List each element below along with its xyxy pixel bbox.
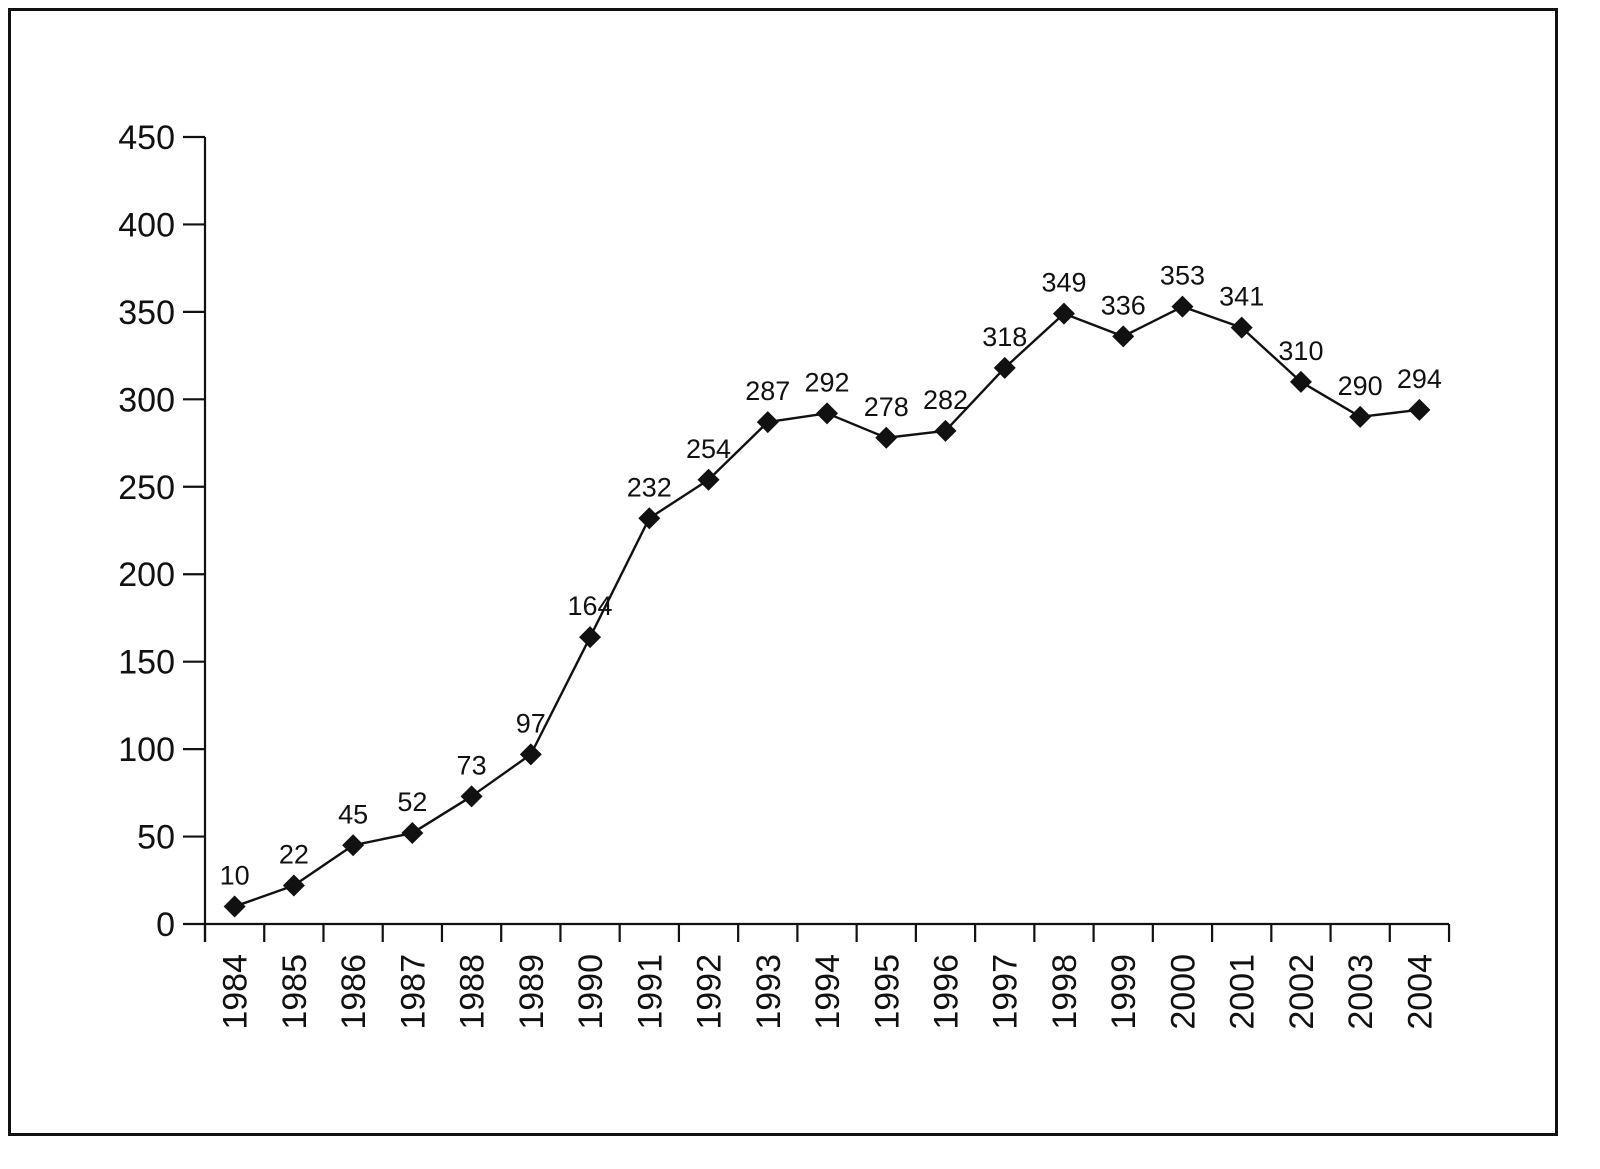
y-tick-label: 150 — [118, 644, 175, 682]
data-labels: 10 22 45 52 73 97 164 232 254 287 292 278 282 318 349 3… — [220, 261, 1442, 891]
x-tick-label: 2002 — [1283, 954, 1321, 1030]
data-label: 278 — [864, 392, 909, 422]
data-point-marker — [993, 356, 1016, 379]
data-point-marker — [1349, 405, 1372, 428]
data-point-marker — [282, 874, 305, 897]
y-tick-label: 450 — [118, 119, 175, 157]
data-label: 318 — [982, 322, 1027, 352]
line-chart: 0 50 100 150 200 250 300 350 400 450 1984 1985 1986 1… — [118, 119, 1451, 1030]
data-point-marker — [1408, 398, 1431, 421]
data-label: 164 — [568, 591, 613, 621]
y-tick-label: 50 — [137, 819, 175, 857]
x-tick-label: 2001 — [1224, 954, 1262, 1030]
data-point-marker — [342, 834, 365, 857]
data-point-marker — [816, 402, 839, 425]
x-tick-label: 2000 — [1164, 954, 1202, 1030]
y-tick-label: 300 — [118, 381, 175, 419]
data-point-marker — [401, 822, 424, 845]
data-label: 310 — [1278, 336, 1323, 366]
y-tick-label: 100 — [118, 731, 175, 769]
x-tick-label: 1987 — [394, 954, 432, 1030]
y-tick-label: 200 — [118, 556, 175, 594]
data-label: 10 — [220, 861, 250, 891]
y-tick-label: 250 — [118, 469, 175, 507]
data-label: 254 — [686, 434, 731, 464]
data-label: 22 — [279, 840, 309, 870]
data-point-marker — [1289, 370, 1312, 393]
data-point-marker — [1112, 325, 1135, 348]
x-tick-label: 1995 — [868, 954, 906, 1030]
x-tick-label: 1986 — [335, 954, 373, 1030]
data-point-marker — [934, 419, 957, 442]
chart-frame: 0 50 100 150 200 250 300 350 400 450 1984 1985 1986 1… — [8, 8, 1558, 1136]
data-point-marker — [638, 507, 661, 530]
x-tick-label: 2003 — [1342, 954, 1380, 1030]
data-point-marker — [1052, 302, 1075, 325]
data-label: 52 — [397, 787, 427, 817]
data-point-marker — [460, 785, 483, 808]
x-tick-label: 1988 — [454, 954, 492, 1030]
axes: 0 50 100 150 200 250 300 350 400 450 1984 1985 1986 1… — [118, 119, 1451, 1030]
data-label: 232 — [627, 472, 672, 502]
data-markers — [223, 295, 1431, 918]
data-label: 341 — [1219, 282, 1264, 312]
x-tick-label: 1989 — [513, 954, 551, 1030]
data-label: 73 — [457, 750, 487, 780]
x-tick-label: 1984 — [217, 954, 255, 1030]
data-point-marker — [579, 626, 602, 649]
data-point-marker — [875, 426, 898, 449]
data-label: 353 — [1160, 261, 1205, 291]
x-tick-label: 1985 — [276, 954, 314, 1030]
data-label: 290 — [1338, 371, 1383, 401]
y-tick-label: 400 — [118, 206, 175, 244]
data-point-marker — [756, 411, 779, 434]
data-point-marker — [1230, 316, 1253, 339]
x-tick-label: 1991 — [631, 954, 669, 1030]
y-tick-label: 0 — [156, 906, 175, 944]
x-tick-label: 1992 — [691, 954, 729, 1030]
x-tick-label: 1993 — [750, 954, 788, 1030]
data-point-marker — [519, 743, 542, 766]
x-tick-label: 1996 — [928, 954, 966, 1030]
data-label: 336 — [1101, 290, 1146, 320]
data-label: 45 — [338, 799, 368, 829]
x-tick-label: 1999 — [1105, 954, 1143, 1030]
data-label: 282 — [923, 385, 968, 415]
x-tick-label: 1994 — [809, 954, 847, 1030]
data-label: 294 — [1397, 364, 1442, 394]
data-point-marker — [1171, 295, 1194, 318]
y-tick-label: 350 — [118, 294, 175, 332]
data-label: 97 — [516, 708, 546, 738]
data-label: 287 — [745, 376, 790, 406]
x-tick-label: 1998 — [1046, 954, 1084, 1030]
x-tick-label: 1990 — [572, 954, 610, 1030]
x-tick-label: 2004 — [1401, 954, 1439, 1030]
data-point-marker — [697, 468, 720, 491]
data-point-marker — [223, 895, 246, 918]
x-tick-label: 1997 — [987, 954, 1025, 1030]
data-label: 349 — [1041, 268, 1086, 298]
data-label: 292 — [804, 367, 849, 397]
